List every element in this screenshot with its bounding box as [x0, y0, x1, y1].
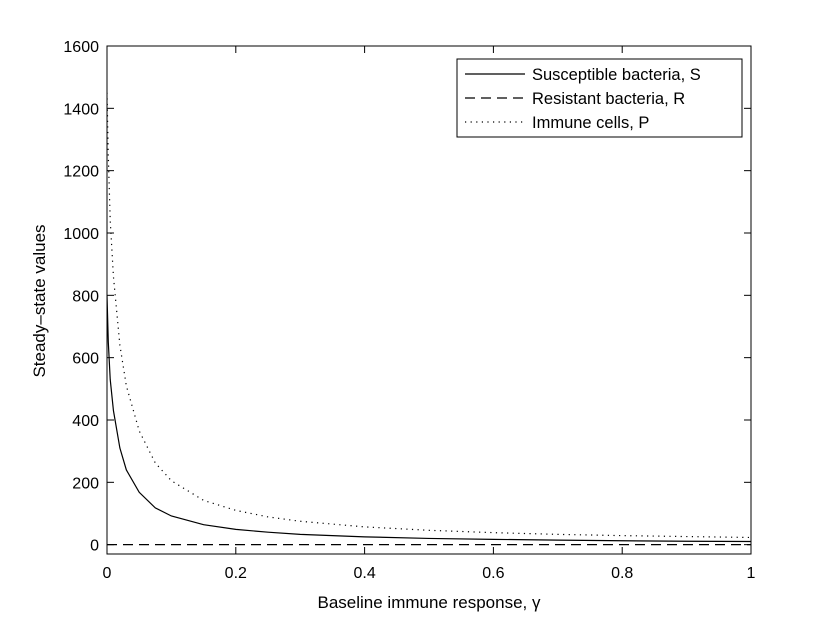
y-tick-label: 800 — [72, 288, 99, 305]
y-axis-ticks: 0 200 400 600 800 1000 1200 1400 1600 — [63, 39, 751, 555]
x-axis-title: Baseline immune response, γ — [317, 593, 541, 612]
x-tick-label: 0.8 — [611, 565, 633, 582]
y-axis-title: Steady–state values — [30, 224, 49, 377]
y-tick-label: 600 — [72, 351, 99, 368]
y-tick-label: 200 — [72, 475, 99, 492]
x-tick-label: 0.2 — [225, 565, 247, 582]
x-axis-ticks: 0 0.2 0.4 0.6 0.8 1 — [103, 46, 756, 582]
legend-label-1: Susceptible bacteria, S — [532, 66, 701, 84]
axes-frame — [106, 45, 752, 555]
plot-area — [106, 45, 752, 555]
legend: Susceptible bacteria, S Resistant bacteri… — [456, 58, 743, 138]
y-tick-label: 1200 — [63, 164, 99, 181]
x-tick-label: 0.6 — [482, 565, 504, 582]
series-line-1 — [107, 295, 751, 543]
series-line-3 — [107, 92, 751, 539]
legend-label-3: Immune cells, P — [532, 114, 649, 132]
y-tick-label: 0 — [90, 538, 99, 555]
x-tick-label: 0 — [103, 565, 112, 582]
y-tick-label: 1600 — [63, 39, 99, 56]
y-tick-label: 1400 — [63, 101, 99, 118]
y-tick-label: 400 — [72, 413, 99, 430]
x-tick-label: 1 — [747, 565, 756, 582]
y-tick-label: 1000 — [63, 226, 99, 243]
x-tick-label: 0.4 — [353, 565, 375, 582]
legend-label-2: Resistant bacteria, R — [532, 90, 685, 108]
